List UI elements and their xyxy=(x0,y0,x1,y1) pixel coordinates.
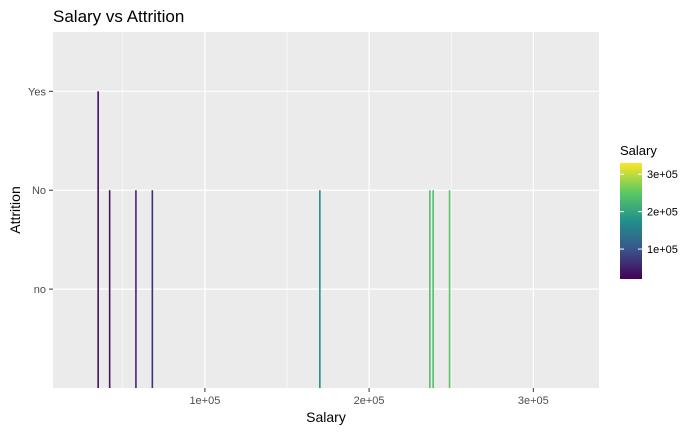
x-tick-label: 2e+05 xyxy=(354,395,385,407)
bar xyxy=(429,190,431,388)
x-axis-ticks: 1e+05 2e+05 3e+05 xyxy=(189,388,549,407)
y-axis-title: Attrition xyxy=(7,186,23,233)
y-axis-ticks: no No Yes xyxy=(28,86,53,296)
bar xyxy=(448,190,451,388)
bars xyxy=(97,91,451,388)
bar xyxy=(151,190,154,388)
legend-tick-label: 1e+05 xyxy=(647,244,678,256)
bar xyxy=(319,190,321,388)
bar xyxy=(135,190,137,388)
x-axis-title: Salary xyxy=(306,409,346,425)
legend-ticks: 1e+05 2e+05 3e+05 xyxy=(620,169,678,256)
plot-panel xyxy=(53,32,599,388)
legend-tick-label: 3e+05 xyxy=(647,169,678,181)
x-tick-label: 1e+05 xyxy=(189,395,220,407)
grid-major xyxy=(53,32,599,388)
legend: Salary 1e+05 2e+05 3e+05 xyxy=(620,143,678,279)
bar xyxy=(97,91,99,388)
x-tick-label: 3e+05 xyxy=(518,395,549,407)
y-tick-label: no xyxy=(34,284,46,296)
bar xyxy=(108,190,111,388)
y-tick-label: Yes xyxy=(28,86,46,98)
legend-title: Salary xyxy=(620,143,657,158)
legend-colorbar xyxy=(620,163,642,279)
chart-title: Salary vs Attrition xyxy=(53,7,184,26)
y-tick-label: No xyxy=(32,185,46,197)
bar xyxy=(432,190,434,388)
legend-tick-label: 2e+05 xyxy=(647,207,678,219)
